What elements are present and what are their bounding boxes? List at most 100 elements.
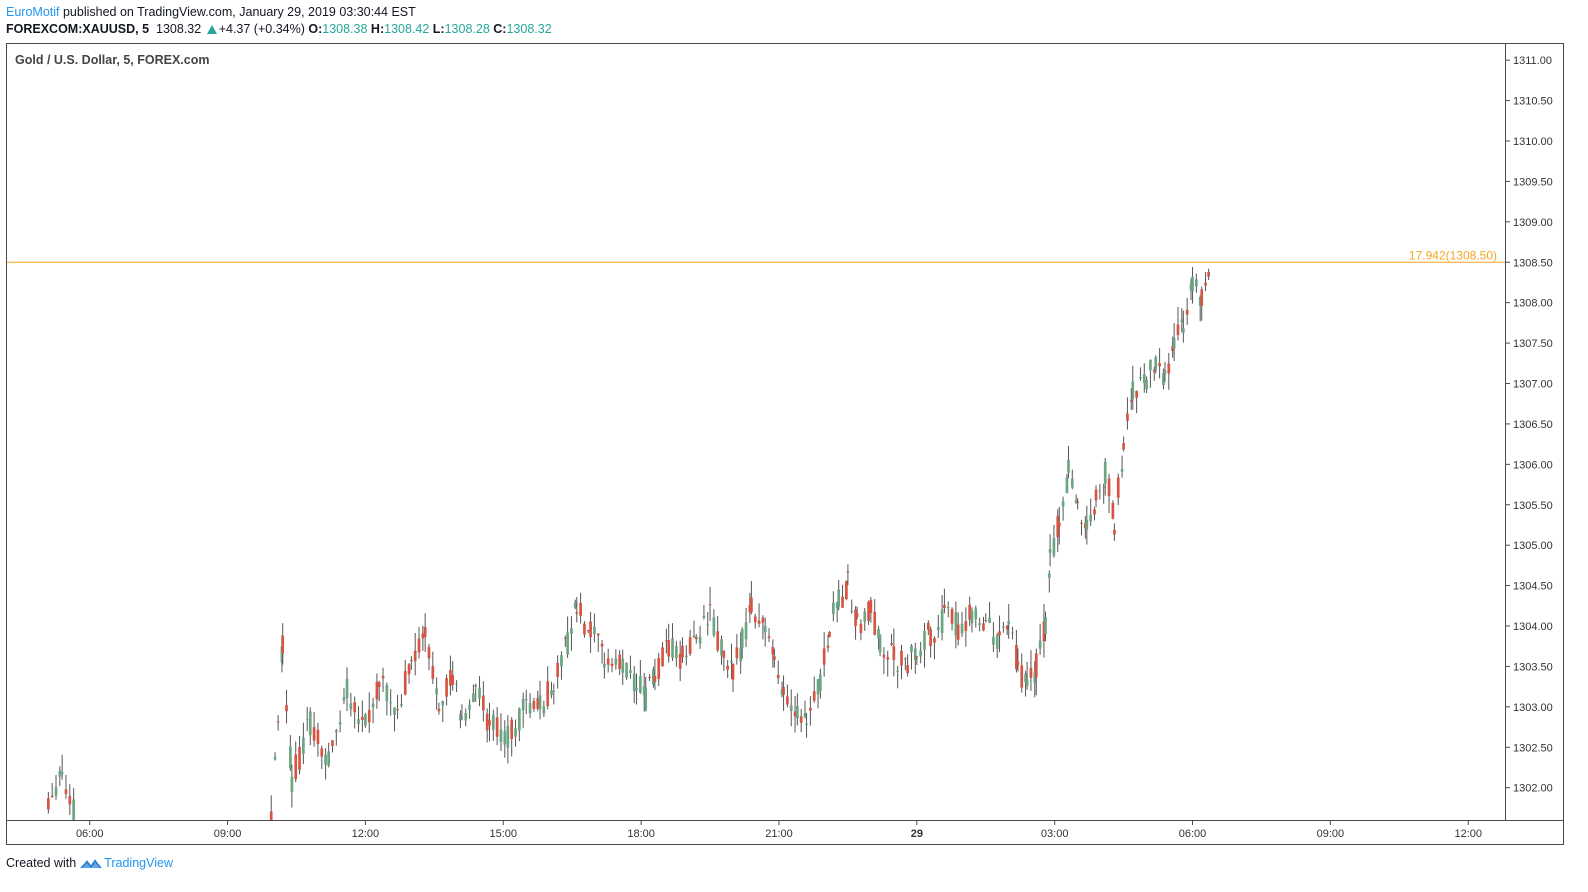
candle-body: [1135, 390, 1138, 398]
y-tick-label: 1307.00: [1513, 379, 1553, 391]
candle-body: [652, 669, 655, 685]
y-tick-label: 1308.00: [1513, 298, 1553, 310]
candle-body: [657, 657, 661, 680]
candle-body: [610, 663, 614, 666]
candle-body: [506, 725, 510, 748]
candle-body: [835, 602, 839, 609]
candle-body: [47, 798, 50, 810]
candle-body: [1044, 616, 1047, 634]
candle-body: [1083, 523, 1087, 528]
candle-body: [706, 624, 710, 626]
candle-body: [1182, 328, 1185, 333]
candle-body: [632, 673, 636, 692]
candle-body: [560, 655, 563, 667]
chart-title: Gold / U.S. Dollar, 5, FOREX.com: [15, 53, 209, 67]
candle-body: [289, 746, 292, 769]
plot-area[interactable]: [6, 43, 1506, 821]
candle-body: [1126, 413, 1129, 421]
candle-body: [812, 691, 816, 701]
candle-body: [435, 688, 438, 695]
author-link[interactable]: EuroMotif: [6, 5, 60, 19]
candle-body: [867, 601, 870, 621]
tradingview-logo-icon: [80, 859, 102, 869]
y-tick-label: 1305.50: [1513, 500, 1553, 512]
candle-body: [1093, 509, 1096, 515]
candle-body: [744, 622, 748, 640]
candle-body: [796, 705, 799, 719]
candle-body: [886, 657, 890, 660]
candle-body: [681, 645, 684, 658]
candle-body: [900, 650, 903, 666]
candle-body: [1025, 679, 1029, 687]
candle-body: [906, 665, 909, 673]
candle-body: [441, 701, 445, 706]
candle-body: [54, 787, 58, 796]
candle-body: [1189, 283, 1193, 291]
candle-body: [694, 636, 698, 639]
candle-body: [276, 721, 280, 723]
horizontal-level-label: 17.942(1308.50): [1409, 248, 1497, 262]
candle-body: [536, 698, 540, 709]
candle-body: [50, 795, 54, 798]
candle-body: [64, 789, 68, 794]
ohlc-legend: FOREXCOM:XAUUSD, 5 1308.32 +4.37 (+0.34%…: [6, 22, 552, 36]
candle-body: [859, 623, 863, 634]
candle-body: [305, 719, 309, 721]
candle-body: [393, 707, 396, 715]
candle-body: [445, 678, 448, 697]
candle-body: [488, 720, 491, 726]
candle-body: [460, 716, 464, 718]
candle-body: [644, 687, 648, 711]
candle-body: [389, 702, 393, 704]
y-tick-label: 1302.00: [1513, 783, 1553, 795]
y-tick-label: 1302.50: [1513, 742, 1553, 754]
candle-body: [799, 716, 803, 723]
candle-body: [910, 645, 913, 653]
candle-body: [606, 658, 610, 665]
candle-body: [524, 699, 528, 701]
candle-body: [988, 617, 991, 623]
candle-body: [1042, 621, 1046, 642]
candle-body: [60, 772, 64, 774]
candle-body: [338, 722, 342, 725]
candle-body: [1152, 369, 1156, 372]
candle-body: [1024, 673, 1027, 683]
candle-body: [782, 687, 785, 695]
candle-body: [482, 695, 485, 711]
up-arrow-icon: [206, 25, 217, 34]
y-tick-label: 1306.00: [1513, 459, 1553, 471]
y-tick-label: 1307.50: [1513, 338, 1553, 350]
candle-body: [1011, 632, 1014, 634]
candle-body: [837, 589, 841, 607]
close-value: 1308.32: [506, 22, 552, 36]
candle-body: [375, 681, 379, 700]
candle-body: [913, 648, 917, 660]
candle-body: [960, 623, 964, 634]
candle-body: [361, 716, 364, 721]
candle-body: [828, 632, 831, 638]
candle-body: [692, 635, 696, 637]
tradingview-link[interactable]: TradingView: [104, 856, 173, 870]
candle-body: [1107, 478, 1111, 497]
candle-body: [665, 640, 668, 642]
candle-body: [943, 605, 946, 609]
x-tick-label: 21:00: [765, 828, 793, 840]
candle-body: [1089, 514, 1093, 522]
candle-body: [1048, 549, 1052, 553]
candle-body: [854, 609, 857, 627]
candle-body: [377, 682, 381, 688]
candle-body: [882, 654, 886, 658]
candle-body: [349, 703, 353, 710]
candle-body: [1111, 502, 1115, 519]
candle-body: [863, 611, 867, 622]
candle-body: [459, 714, 462, 721]
candle-body: [302, 737, 305, 754]
candle-body: [1149, 360, 1152, 371]
candle-body: [1195, 279, 1198, 287]
change-value: +4.37 (+0.34%): [218, 22, 305, 36]
candle-body: [521, 698, 525, 711]
y-tick-label: 1310.50: [1513, 96, 1553, 108]
footer: Created with TradingView: [6, 856, 173, 870]
y-tick-label: 1303.50: [1513, 661, 1553, 673]
